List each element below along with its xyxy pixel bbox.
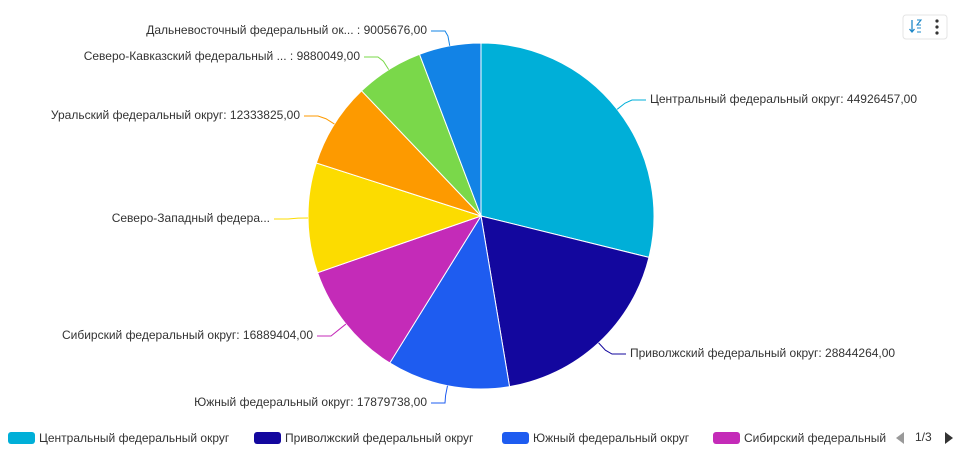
legend-swatch (254, 432, 281, 444)
leader-line (317, 323, 347, 337)
pie (307, 42, 655, 390)
dot (935, 19, 939, 23)
slice-label: Центральный федеральный округ: 44926457,… (650, 92, 917, 106)
slice-label: Северо-Западный федера... (112, 211, 270, 225)
legend-item[interactable]: Центральный федеральный округ (8, 431, 230, 445)
menu-button[interactable] (935, 19, 939, 35)
leader-line (431, 385, 448, 404)
legend-label: Приволжский федеральный округ (285, 431, 474, 445)
slice-label: Приволжский федеральный округ: 28844264,… (630, 346, 895, 360)
legend-label: Сибирский федеральный округ (744, 431, 919, 445)
slice-label: Сибирский федеральный округ: 16889404,00 (62, 328, 313, 342)
dot (935, 31, 939, 35)
pie-slice (418, 42, 482, 217)
legend-prev[interactable] (896, 432, 904, 444)
leader-line (616, 99, 646, 110)
legend-item[interactable]: Сибирский федеральный округ (713, 431, 919, 445)
toolbar (902, 14, 948, 40)
legend-next[interactable] (945, 432, 953, 444)
sort-button[interactable] (909, 19, 923, 34)
labels: Центральный федеральный округ: 44926457,… (51, 23, 917, 409)
legend-swatch (8, 432, 35, 444)
legend-label: Южный федеральный округ (533, 431, 690, 445)
legend-item[interactable]: Южный федеральный округ (502, 431, 690, 445)
slice-label: Дальневосточный федеральный ок... : 9005… (146, 23, 427, 37)
toolbar-box (902, 14, 948, 40)
leader-line (598, 342, 626, 355)
dot (935, 25, 939, 29)
legend-item[interactable]: Приволжский федеральный округ (254, 431, 474, 445)
legend: Центральный федеральный округ Приволжский… (8, 431, 919, 445)
leader-line (364, 56, 390, 70)
sort-icon-az (915, 19, 923, 33)
leader-line (304, 115, 335, 125)
pie-slice (307, 162, 483, 274)
pie-slice (480, 215, 650, 388)
pie-slice (316, 215, 483, 364)
leader-line (274, 217, 309, 220)
legend-label: Центральный федеральный округ (39, 431, 230, 445)
slice-label: Южный федеральный округ: 17879738,00 (194, 395, 427, 409)
slice-label: Северо-Кавказский федеральный ... : 9880… (84, 49, 361, 63)
legend-swatch (502, 432, 529, 444)
leader-line (431, 30, 451, 46)
slice-label: Уральский федеральный округ: 12333825,00 (51, 108, 300, 122)
sort-icon (909, 20, 915, 34)
pie-slice (480, 42, 655, 258)
legend-page: 1/3 (915, 430, 932, 444)
legend-swatch (713, 432, 740, 444)
